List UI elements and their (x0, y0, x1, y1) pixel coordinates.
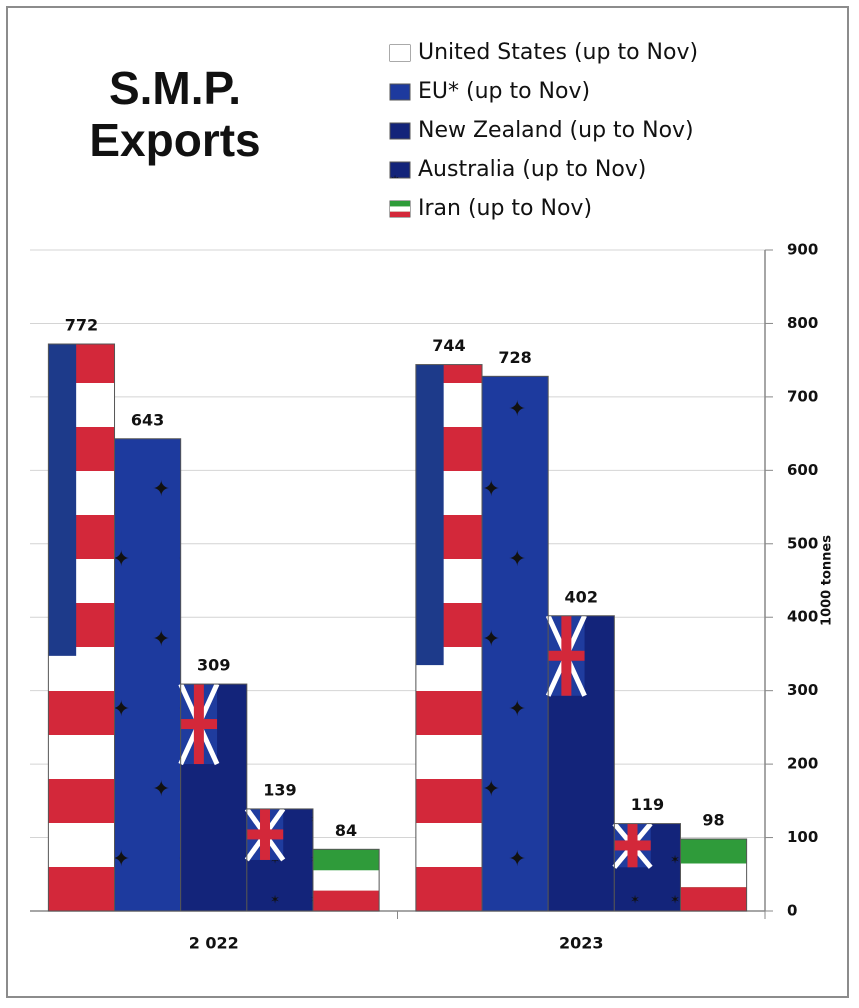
bar-outline (312, 848, 380, 912)
legend-swatch-flag (390, 123, 410, 139)
legend-label: United States (up to Nov) (418, 40, 698, 65)
value-label: 772 (65, 316, 98, 335)
bar-outline (180, 683, 248, 912)
legend-swatch-flag (390, 201, 410, 217)
chart-frame (6, 6, 849, 998)
value-label: 643 (131, 410, 164, 429)
bar-outline (547, 615, 615, 912)
x-tick-label: 2 022 (189, 934, 239, 953)
legend-swatch-flag (390, 84, 410, 100)
bar-flag-canton (415, 364, 444, 666)
value-label: 744 (432, 336, 465, 355)
value-label: 119 (631, 795, 664, 814)
y-tick-label: 500 (787, 534, 818, 552)
legend-label: Australia (up to Nov) (418, 157, 646, 182)
y-tick-label: 400 (787, 608, 818, 626)
legend-swatch-flag (390, 162, 410, 178)
y-tick-label: 700 (787, 387, 818, 405)
y-tick-label: 0 (787, 902, 797, 920)
y-tick-label: 300 (787, 681, 818, 699)
legend-swatch-flag (390, 45, 410, 61)
bar-outline (114, 438, 182, 912)
legend-label: EU* (up to Nov) (418, 79, 590, 104)
value-label: 309 (197, 656, 230, 675)
legend-label: New Zealand (up to Nov) (418, 118, 694, 143)
value-label: 98 (702, 811, 724, 830)
bar-flag (482, 376, 549, 911)
chart-title: S.M.P. Exports (89, 62, 261, 166)
value-label: 728 (498, 348, 531, 367)
bar-flag-jack (180, 719, 218, 730)
bar-flag (680, 839, 747, 911)
bar-flag-canton (48, 344, 77, 656)
bar-flag-jack (614, 840, 651, 851)
y-tick-label: 600 (787, 461, 818, 479)
y-axis-label: 1000 tonnes (820, 535, 835, 626)
y-tick-label: 200 (787, 755, 818, 773)
bar-flag (312, 849, 380, 911)
y-tick-label: 800 (787, 314, 818, 332)
bar-flag (114, 438, 181, 911)
value-label: 139 (263, 780, 296, 799)
bar-outline (679, 838, 748, 912)
value-label: 402 (565, 587, 598, 606)
value-label: 84 (335, 821, 357, 840)
bar-flag-jack (246, 829, 284, 840)
bar-flag-jack (548, 650, 585, 661)
y-tick-label: 100 (787, 828, 818, 846)
y-tick-label: 900 (787, 241, 818, 259)
x-tick-label: 2023 (559, 934, 604, 953)
legend-label: Iran (up to Nov) (418, 196, 592, 221)
